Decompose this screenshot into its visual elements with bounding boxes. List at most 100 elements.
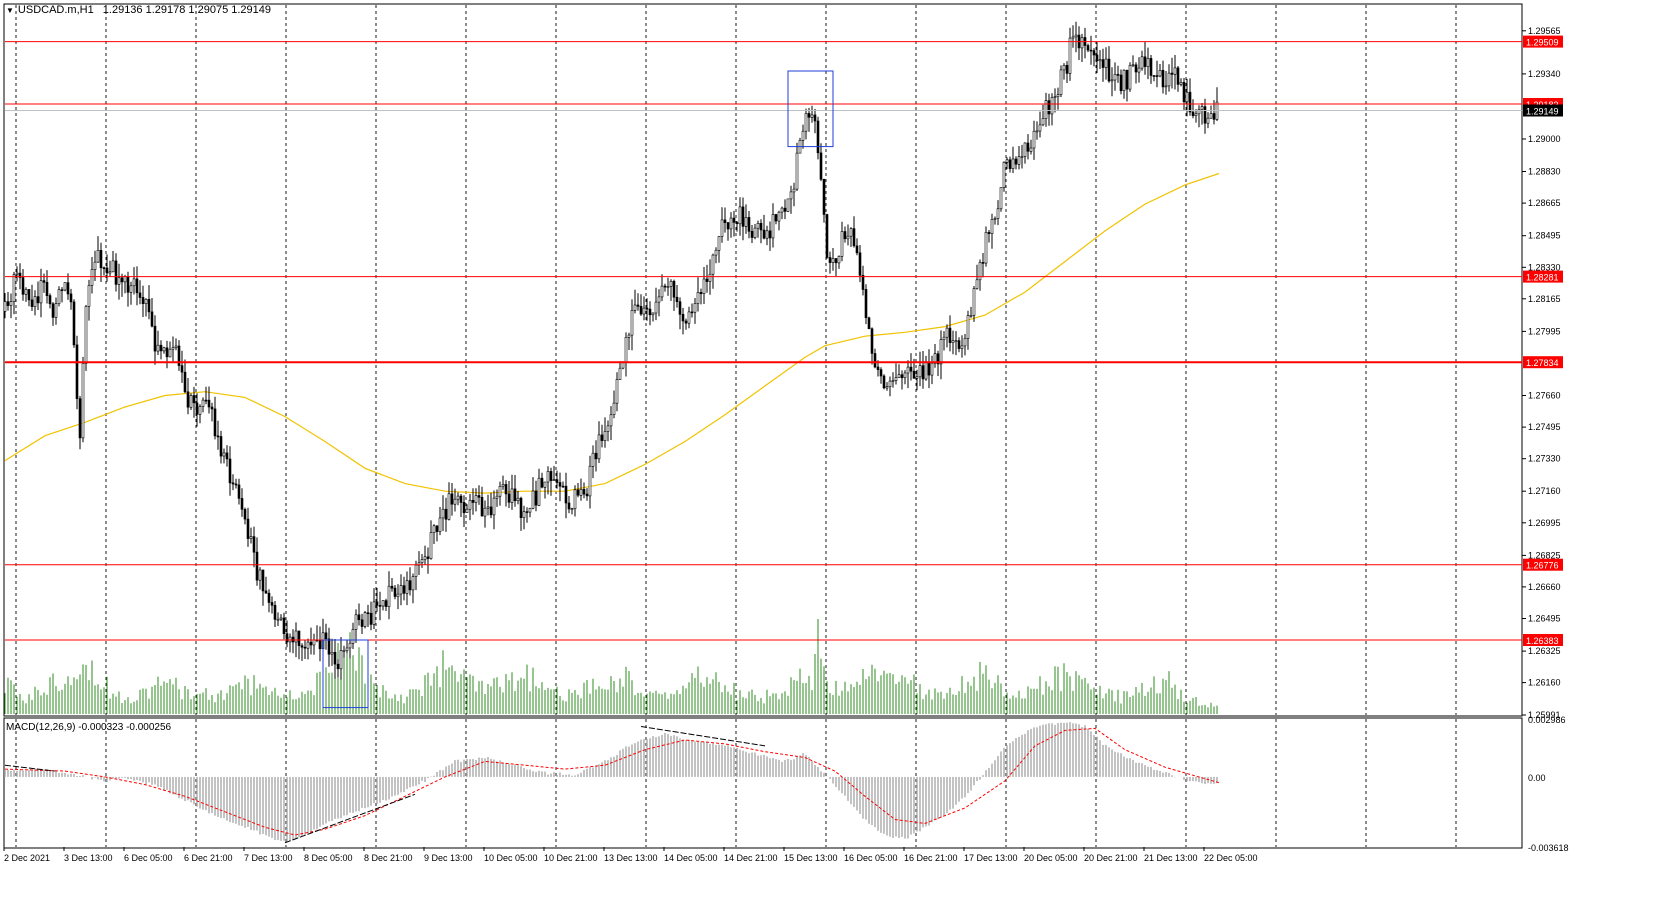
price-tick-label: 1.26160 [1528,678,1561,688]
candle-body [543,481,547,488]
candle-body [261,569,265,592]
candle-body [111,260,115,273]
candle-body [600,434,604,441]
candle-body [204,399,208,402]
candle-body [1113,74,1117,81]
candle-body [1128,65,1132,90]
candle-body [12,274,16,303]
candle-body [474,495,478,503]
candle-body [921,365,925,380]
candle-body [408,580,412,591]
candle-body [339,650,343,670]
candle-body [513,488,517,501]
candle-body [846,235,850,240]
candle-body [9,301,13,306]
candle-body [471,499,475,503]
candle-body [687,311,691,324]
time-axis-label: 14 Dec 21:00 [724,853,778,863]
candle-body [627,334,631,338]
candle-body [867,317,871,330]
candle-body [279,617,283,620]
candle-body [1047,100,1051,115]
candle-body [501,484,505,487]
time-axis-label: 22 Dec 05:00 [1204,853,1258,863]
candle-body [15,272,19,275]
candle-body [45,281,49,296]
candle-body [309,641,313,646]
rectangle-annotations[interactable] [322,70,834,709]
candle-body [228,458,232,484]
candle-body [1143,56,1147,67]
candle-body [591,452,595,467]
candle-body [375,601,379,606]
candle-body [207,399,211,408]
triangle-down-icon[interactable]: ▼ [6,6,14,15]
candle-body [306,641,310,649]
candle-body [1011,158,1015,169]
candle-body [270,602,274,606]
candle-body [801,130,805,141]
candle-body [642,307,646,315]
candle-body [999,187,1003,210]
candle-body [1188,91,1192,113]
candle-body [1026,142,1030,152]
price-tick-label: 1.26660 [1528,582,1561,592]
candle-body [96,250,100,263]
candle-body [579,488,583,496]
candle-body [6,301,10,306]
time-axis-label: 8 Dec 05:00 [304,853,353,863]
candle-body [972,288,976,316]
price-tick-label: 1.28665 [1528,198,1561,208]
candle-body [324,632,328,640]
candle-body [210,406,214,410]
candle-body [318,639,322,650]
candle-body [858,252,862,276]
price-tick-label: 1.28330 [1528,262,1561,272]
candle-body [72,301,76,346]
candle-body [123,276,127,283]
price-tick-label: 1.28165 [1528,294,1561,304]
candle-body [882,375,886,389]
candle-body [39,280,43,304]
candle-body [852,228,856,247]
candle-body [525,511,529,513]
candle-body [429,532,433,559]
candle-body [468,499,472,510]
candle-body [51,303,55,318]
candle-body [1095,54,1099,62]
candle-body [693,303,697,313]
candle-body [654,301,658,314]
candle-body [516,497,520,502]
candle-body [1161,70,1165,88]
candle-body [249,536,253,539]
candle-body [981,262,985,264]
candle-body [297,630,301,646]
candle-body [984,232,988,264]
candle-body [1131,64,1135,67]
candle-body [615,379,619,404]
candle-body [843,231,847,240]
candle-body [894,377,898,381]
candle-body [147,298,151,313]
macd-label: MACD(12,26,9) -0.000323 -0.000256 [6,722,172,733]
candle-body [1191,111,1195,117]
candle-body [684,320,688,324]
candle-body [759,223,763,231]
candle-body [363,612,367,627]
time-axis-label: 6 Dec 21:00 [184,853,233,863]
candle-body [342,650,346,652]
candle-body [633,304,637,311]
candle-body [267,592,271,603]
candle-body [849,228,853,237]
horizontal-levels[interactable] [5,41,1522,641]
candle-body [582,488,586,495]
candle-body [885,386,889,389]
candle-body [753,227,757,238]
current-price-tag [1523,104,1563,117]
candle-body [1173,67,1177,75]
price-tick-label: 1.27660 [1528,391,1561,401]
candle-body [21,277,25,295]
candle-body [1107,58,1111,82]
candle-body [3,301,7,312]
